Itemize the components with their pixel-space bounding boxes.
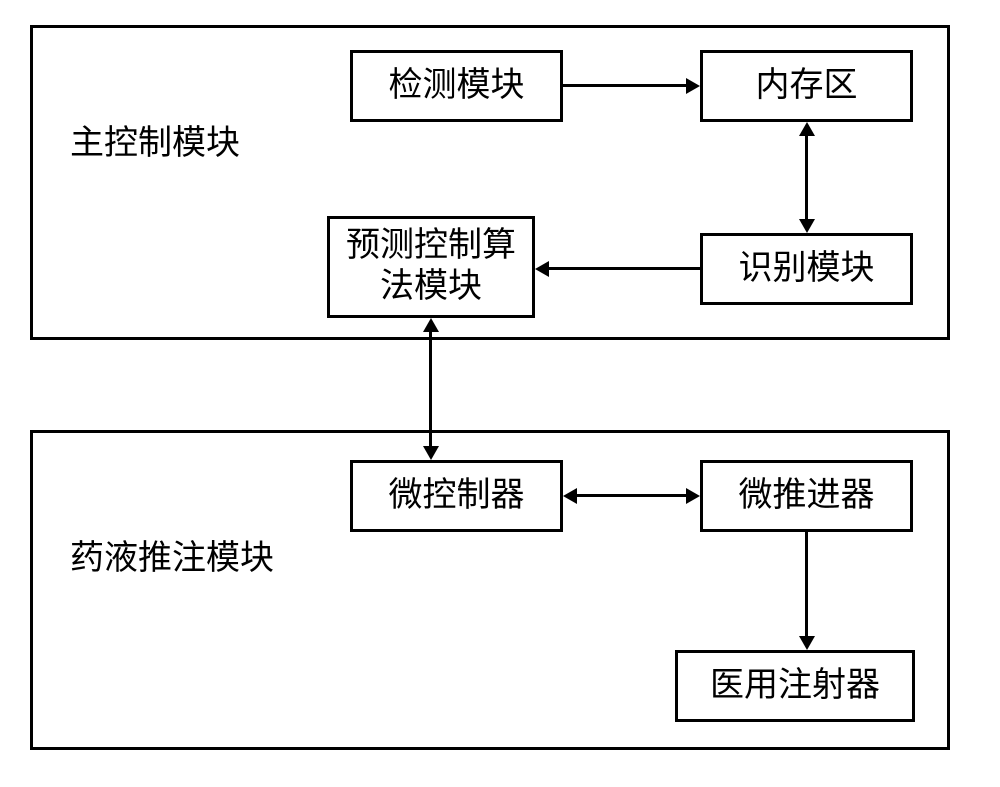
node-microthruster: 微推进器: [700, 460, 913, 532]
arrow-microthruster-injector-head: [799, 636, 815, 650]
arrow-detect-memory-head: [686, 78, 700, 94]
arrow-microctrl-microthruster-line: [577, 494, 686, 497]
node-identify-label: 识别模块: [739, 249, 875, 290]
node-identify: 识别模块: [700, 233, 913, 305]
arrow-identify-predict-line: [549, 267, 700, 270]
node-memory: 内存区: [700, 50, 913, 122]
arrow-memory-identify-head-up: [799, 122, 815, 136]
node-microthruster-label: 微推进器: [739, 476, 875, 517]
arrow-microctrl-microthruster-head-right: [686, 488, 700, 504]
arrow-microctrl-microthruster-head-left: [563, 488, 577, 504]
bottom-container-label: 药液推注模块: [70, 530, 274, 579]
node-injector-label: 医用注射器: [710, 666, 880, 707]
node-predict-label: 预测控制算法模块: [330, 226, 532, 308]
arrow-predict-microctrl-head-up: [423, 318, 439, 332]
arrow-predict-microctrl-head-down: [423, 446, 439, 460]
node-microctrl-label: 微控制器: [389, 476, 525, 517]
arrow-memory-identify-head-down: [799, 219, 815, 233]
node-memory-label: 内存区: [756, 66, 858, 107]
node-microctrl: 微控制器: [350, 460, 563, 532]
top-container-label: 主控制模块: [70, 115, 240, 164]
node-detect-label: 检测模块: [389, 66, 525, 107]
node-injector: 医用注射器: [675, 650, 915, 722]
arrow-memory-identify-line: [805, 136, 808, 219]
arrow-detect-memory-line: [563, 84, 686, 87]
arrow-identify-predict-head: [535, 261, 549, 277]
node-detect: 检测模块: [350, 50, 563, 122]
arrow-predict-microctrl-line: [429, 332, 432, 446]
node-predict: 预测控制算法模块: [327, 216, 535, 318]
arrow-microthruster-injector-line: [805, 532, 808, 636]
